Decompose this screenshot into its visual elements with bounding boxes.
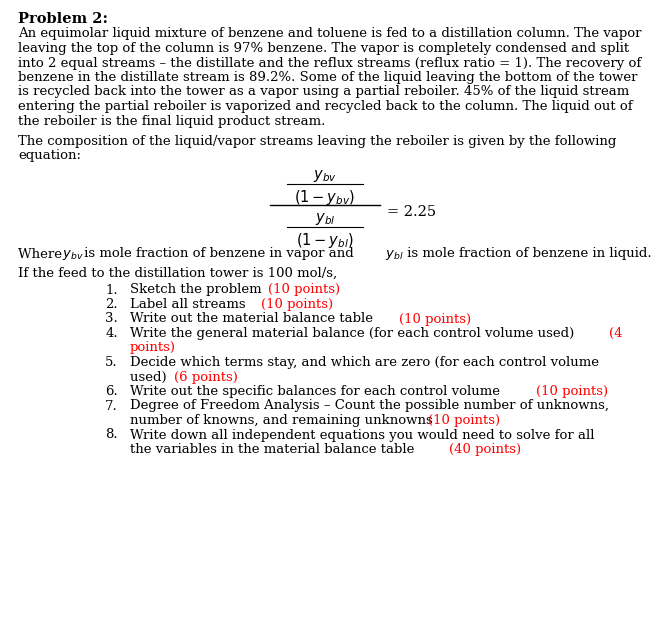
- Text: 8.: 8.: [105, 429, 118, 441]
- Text: used): used): [130, 370, 171, 384]
- Text: Write down all independent equations you would need to solve for all: Write down all independent equations you…: [130, 429, 594, 441]
- Text: 2.: 2.: [105, 298, 118, 311]
- Text: points): points): [130, 341, 176, 354]
- Text: $(1-y_{bl})$: $(1-y_{bl})$: [296, 231, 354, 250]
- Text: Problem 2:: Problem 2:: [18, 12, 108, 26]
- Text: Label all streams: Label all streams: [130, 298, 250, 311]
- Text: entering the partial reboiler is vaporized and recycled back to the column. The : entering the partial reboiler is vaporiz…: [18, 100, 633, 113]
- Text: $y_{bl}$: $y_{bl}$: [385, 248, 404, 261]
- Text: benzene in the distillate stream is 89.2%. Some of the liquid leaving the bottom: benzene in the distillate stream is 89.2…: [18, 71, 637, 84]
- Text: Write the general material balance (for each control volume used): Write the general material balance (for …: [130, 327, 579, 340]
- Text: 7.: 7.: [105, 399, 118, 413]
- Text: (10 points): (10 points): [260, 298, 333, 311]
- Text: into 2 equal streams – the distillate and the reflux streams (reflux ratio = 1).: into 2 equal streams – the distillate an…: [18, 56, 641, 70]
- Text: The composition of the liquid/vapor streams leaving the reboiler is given by the: The composition of the liquid/vapor stre…: [18, 135, 616, 148]
- Text: (40 points): (40 points): [449, 443, 521, 456]
- Text: (10 points): (10 points): [428, 414, 500, 427]
- Text: $y_{bv}$: $y_{bv}$: [313, 168, 337, 184]
- Text: is mole fraction of benzene in liquid.: is mole fraction of benzene in liquid.: [404, 248, 651, 261]
- Text: Sketch the problem: Sketch the problem: [130, 284, 266, 296]
- Text: equation:: equation:: [18, 149, 81, 163]
- Text: 3.: 3.: [105, 313, 118, 325]
- Text: 5.: 5.: [105, 356, 118, 369]
- Text: Degree of Freedom Analysis – Count the possible number of unknowns,: Degree of Freedom Analysis – Count the p…: [130, 399, 609, 413]
- Text: the variables in the material balance table: the variables in the material balance ta…: [130, 443, 419, 456]
- Text: $(1-y_{bv})$: $(1-y_{bv})$: [294, 188, 355, 207]
- Text: (10 points): (10 points): [398, 313, 471, 325]
- Text: Write out the material balance table: Write out the material balance table: [130, 313, 377, 325]
- Text: (10 points): (10 points): [536, 385, 609, 398]
- Text: (6 points): (6 points): [174, 370, 238, 384]
- Text: Where: Where: [18, 248, 66, 261]
- Text: is mole fraction of benzene in vapor and: is mole fraction of benzene in vapor and: [80, 248, 358, 261]
- Text: Decide which terms stay, and which are zero (for each control volume: Decide which terms stay, and which are z…: [130, 356, 599, 369]
- Text: If the feed to the distillation tower is 100 mol/s,: If the feed to the distillation tower is…: [18, 267, 337, 280]
- Text: = 2.25: = 2.25: [387, 205, 436, 219]
- Text: leaving the top of the column is 97% benzene. The vapor is completely condensed : leaving the top of the column is 97% ben…: [18, 42, 629, 55]
- Text: (10 points): (10 points): [268, 284, 340, 296]
- Text: An equimolar liquid mixture of benzene and toluene is fed to a distillation colu: An equimolar liquid mixture of benzene a…: [18, 27, 641, 41]
- Text: is recycled back into the tower as a vapor using a partial reboiler. 45% of the : is recycled back into the tower as a vap…: [18, 85, 630, 99]
- Text: number of knowns, and remaining unknowns: number of knowns, and remaining unknowns: [130, 414, 437, 427]
- Text: 1.: 1.: [105, 284, 118, 296]
- Text: 6.: 6.: [105, 385, 118, 398]
- Text: $y_{bl}$: $y_{bl}$: [315, 211, 335, 227]
- Text: $y_{bv}$: $y_{bv}$: [62, 248, 83, 261]
- Text: (4: (4: [609, 327, 622, 340]
- Text: Write out the specific balances for each control volume: Write out the specific balances for each…: [130, 385, 505, 398]
- Text: the reboiler is the final liquid product stream.: the reboiler is the final liquid product…: [18, 115, 326, 127]
- Text: 4.: 4.: [105, 327, 118, 340]
